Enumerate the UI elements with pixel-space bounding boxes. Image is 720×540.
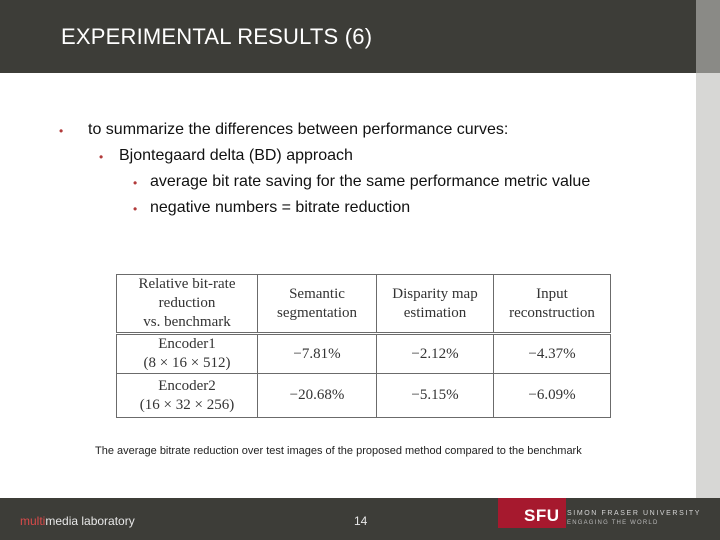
row-sublabel: (16 × 32 × 256) (139, 396, 235, 413)
table-cell: −20.68% (257, 373, 377, 418)
table-cell: −6.09% (493, 373, 611, 418)
table-cell: −2.12% (376, 333, 494, 374)
sfu-logo-tagline: ENGAGING THE WORLD (567, 520, 659, 526)
row-label-encoder1: Encoder1 (8 × 16 × 512) (116, 333, 258, 374)
row-label: Encoder1 (158, 336, 216, 352)
lab-name-prefix: multi (20, 514, 46, 528)
table-header-row: Relative bit-rate reduction vs. benchmar… (116, 274, 611, 335)
sfu-logo-abbr: SFU (524, 506, 560, 525)
header-line: Semantic (289, 285, 345, 302)
lab-name: multimedia laboratory (20, 514, 135, 528)
table-cell: −7.81% (257, 333, 377, 374)
header-relative-bitrate: Relative bit-rate reduction vs. benchmar… (116, 274, 258, 335)
row-sublabel: (8 × 16 × 512) (143, 355, 231, 371)
bullet-list: • to summarize the differences between p… (59, 121, 591, 216)
bullet-marker-2: • (99, 150, 104, 164)
page-number: 14 (354, 514, 368, 528)
lab-name-rest: media laboratory (45, 514, 135, 528)
bullet-marker-4: • (133, 202, 138, 216)
page-title: EXPERIMENTAL RESULTS (6) (61, 24, 373, 49)
table-cell: −4.37% (493, 333, 611, 374)
table-row: Encoder2 (16 × 32 × 256) −20.68% −5.15% … (116, 373, 611, 418)
row-label-encoder2: Encoder2 (16 × 32 × 256) (116, 373, 258, 418)
sfu-logo-name: SIMON FRASER UNIVERSITY (567, 510, 702, 517)
table-row: Encoder1 (8 × 16 × 512) −7.81% −2.12% −4… (116, 333, 611, 374)
bullet-marker-3: • (133, 176, 138, 190)
header-accent-strip (696, 0, 720, 73)
table-caption: The average bitrate reduction over test … (95, 445, 582, 457)
footer-bar: multimedia laboratory 14 SFU SIMON FRASE… (0, 498, 720, 540)
bullet-text-4: negative numbers = bitrate reduction (150, 199, 411, 216)
header-line: Relative bit-rate (138, 276, 236, 292)
header-line: vs. benchmark (143, 314, 231, 330)
header-line: Input (536, 285, 568, 302)
bullet-text-2: Bjontegaard delta (BD) approach (119, 147, 353, 164)
table-cell: −5.15% (376, 373, 494, 418)
sfu-logo-block (498, 498, 566, 528)
header-line: Disparity map (392, 285, 478, 302)
header-line: reconstruction (509, 304, 595, 321)
bullet-text-3: average bit rate saving for the same per… (150, 173, 591, 190)
side-accent-strip (696, 73, 720, 498)
header-semantic-segmentation: Semantic segmentation (257, 274, 377, 335)
results-table: Relative bit-rate reduction vs. benchmar… (116, 274, 611, 418)
bullet-text-1: to summarize the differences between per… (88, 121, 509, 138)
bullet-marker-1: • (59, 124, 64, 138)
header-line: reduction (158, 295, 216, 311)
row-label: Encoder2 (158, 377, 216, 394)
header-bar (0, 0, 696, 73)
header-input-reconstruction: Input reconstruction (493, 274, 611, 335)
header-disparity-map: Disparity map estimation (376, 274, 494, 335)
header-line: segmentation (277, 304, 357, 321)
header-line: estimation (403, 304, 467, 321)
